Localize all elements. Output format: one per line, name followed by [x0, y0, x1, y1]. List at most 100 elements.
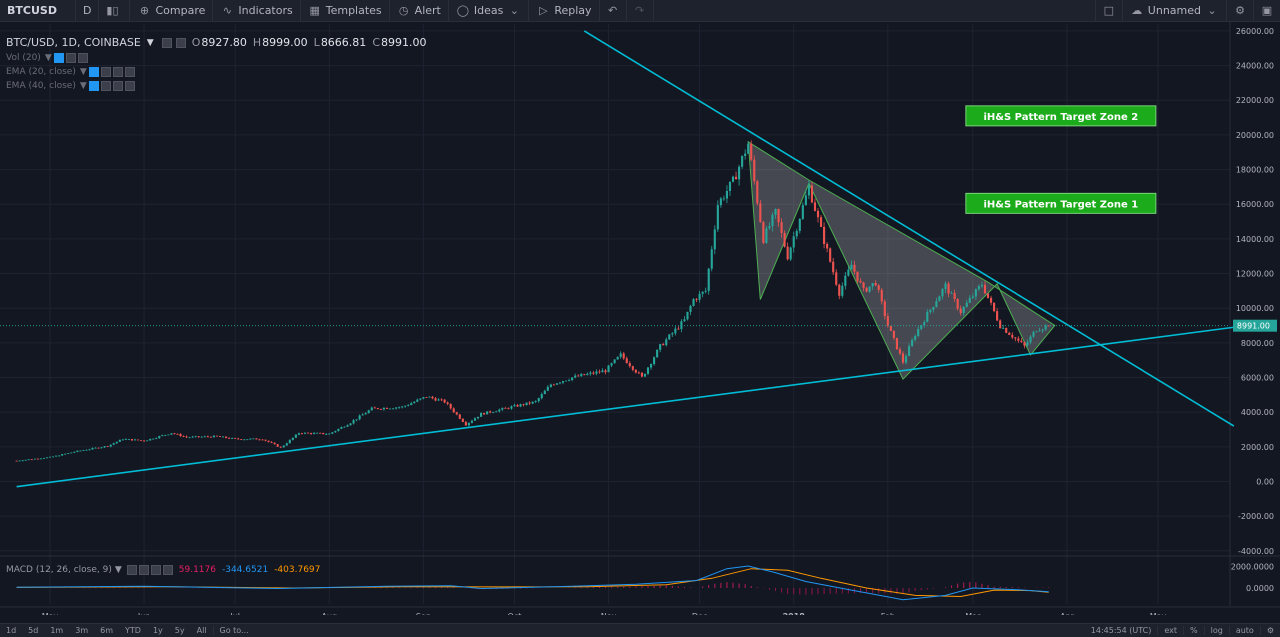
compare-icon: ⊕: [139, 4, 150, 17]
settings-small-icon[interactable]: [175, 37, 186, 48]
percent-toggle[interactable]: %: [1183, 626, 1204, 635]
candle-body: [103, 446, 106, 448]
templates-button[interactable]: ▦ Templates: [301, 0, 390, 22]
chevron-down-icon[interactable]: ▼: [79, 67, 87, 77]
interval-button[interactable]: D: [76, 0, 100, 22]
candle: [847, 266, 850, 277]
close-icon[interactable]: [77, 53, 88, 63]
candle-body: [1023, 342, 1026, 346]
candle: [695, 297, 698, 303]
ext-toggle[interactable]: ext: [1157, 626, 1183, 635]
candle-body: [911, 339, 914, 347]
range-3m[interactable]: 3m: [75, 626, 89, 635]
macd-title[interactable]: MACD (12, 26, close, 9): [6, 565, 112, 575]
candle-body: [158, 436, 161, 439]
candle-body: [367, 410, 370, 414]
range-1d[interactable]: 1d: [6, 626, 17, 635]
goto-button[interactable]: Go to...: [212, 626, 255, 635]
settings-button[interactable]: ⚙: [1227, 0, 1254, 22]
range-1m[interactable]: 1m: [50, 626, 64, 635]
series-title[interactable]: BTC/USD, 1D, COINBASE: [6, 36, 141, 49]
indicator-legend-ema20[interactable]: EMA (20, close) ▼: [6, 67, 427, 77]
undo-button[interactable]: ↶: [600, 0, 627, 22]
compare-button[interactable]: ⊕ Compare: [130, 0, 214, 22]
range-5y[interactable]: 5y: [174, 626, 185, 635]
candle-body: [313, 432, 316, 434]
fullscreen-button[interactable]: □: [1094, 0, 1123, 22]
candle: [901, 351, 905, 365]
redo-button[interactable]: ↷: [627, 0, 654, 22]
range-all[interactable]: All: [196, 626, 207, 635]
indicator-legend-vol[interactable]: Vol (20) ▼: [6, 53, 427, 63]
candle-body: [337, 428, 340, 431]
eye-icon[interactable]: [53, 53, 64, 63]
indicators-button[interactable]: ∿ Indicators: [213, 0, 301, 22]
range-5d[interactable]: 5d: [28, 626, 39, 635]
candle-body: [586, 373, 589, 376]
candle-body: [546, 386, 549, 391]
layout-save-button[interactable]: ☁ Unnamed ⌄: [1123, 0, 1227, 22]
candle: [507, 407, 510, 410]
settings-small-icon[interactable]: [138, 565, 149, 575]
chevron-down-icon[interactable]: ▼: [146, 37, 154, 48]
gear-icon[interactable]: ⚙: [1259, 626, 1280, 635]
candle-body: [631, 366, 634, 370]
settings-small-icon[interactable]: [100, 81, 111, 91]
chevron-down-icon[interactable]: ▼: [114, 565, 122, 575]
price-tick-label: 16000.00: [1236, 200, 1274, 209]
candle: [701, 291, 704, 298]
chart-style-button[interactable]: ▮▯: [99, 0, 131, 22]
settings-small-icon[interactable]: [100, 67, 111, 77]
eye-icon[interactable]: [88, 67, 99, 77]
price-chart[interactable]: iH&S Pattern Target Zone 2 iH&S Pattern T…: [0, 22, 1280, 615]
candle: [349, 423, 352, 426]
clock-time[interactable]: 14:45:54 (UTC): [1090, 626, 1152, 635]
candle-body: [188, 437, 191, 439]
target-zone-box: [965, 105, 1157, 127]
range-6m[interactable]: 6m: [100, 626, 114, 635]
replay-button[interactable]: ▷ Replay: [529, 0, 600, 22]
price-tick-label: 0.00: [1256, 477, 1274, 486]
ideas-button[interactable]: ◯ Ideas ⌄: [449, 0, 530, 22]
candle-body: [346, 425, 349, 427]
range-ytd[interactable]: YTD: [125, 626, 141, 635]
candle-body: [303, 432, 307, 434]
candle-body: [376, 408, 379, 410]
log-toggle[interactable]: log: [1203, 626, 1229, 635]
candle: [577, 374, 580, 377]
close-icon[interactable]: [112, 81, 123, 91]
close-icon[interactable]: [112, 67, 123, 77]
alert-button[interactable]: ◷ Alert: [390, 0, 449, 22]
candle: [1032, 330, 1035, 339]
macd-legend[interactable]: MACD (12, 26, close, 9) ▼ 59.1176 -344.6…: [6, 565, 320, 575]
close-icon[interactable]: [150, 565, 161, 575]
candle-body: [956, 299, 959, 309]
candle-body: [118, 439, 121, 442]
candle-body: [540, 394, 543, 399]
candle-body: [325, 433, 328, 435]
time-tick-label: Jun: [137, 612, 151, 615]
symbol-search[interactable]: BTCUSD: [0, 0, 76, 22]
more-icon[interactable]: [162, 565, 173, 575]
eye-icon[interactable]: [161, 37, 172, 48]
chevron-down-icon[interactable]: ▼: [79, 81, 87, 91]
candle-body: [319, 432, 322, 434]
indicator-legend-ema40[interactable]: EMA (40, close) ▼: [6, 81, 427, 91]
more-icon[interactable]: [124, 67, 135, 77]
eye-icon[interactable]: [88, 81, 99, 91]
candle: [686, 311, 689, 321]
candle-body: [422, 397, 425, 399]
candle: [710, 245, 713, 272]
chevron-down-icon[interactable]: ▼: [44, 53, 52, 63]
candle: [522, 403, 525, 407]
candle-body: [1020, 340, 1023, 343]
settings-small-icon[interactable]: [65, 53, 76, 63]
eye-icon[interactable]: [126, 565, 137, 575]
candle-body: [203, 436, 206, 438]
more-icon[interactable]: [124, 81, 135, 91]
range-1y[interactable]: 1y: [152, 626, 163, 635]
candle-body: [1008, 332, 1011, 335]
auto-toggle[interactable]: auto: [1228, 626, 1260, 635]
snapshot-button[interactable]: ▣: [1254, 0, 1280, 22]
candle: [291, 437, 294, 441]
